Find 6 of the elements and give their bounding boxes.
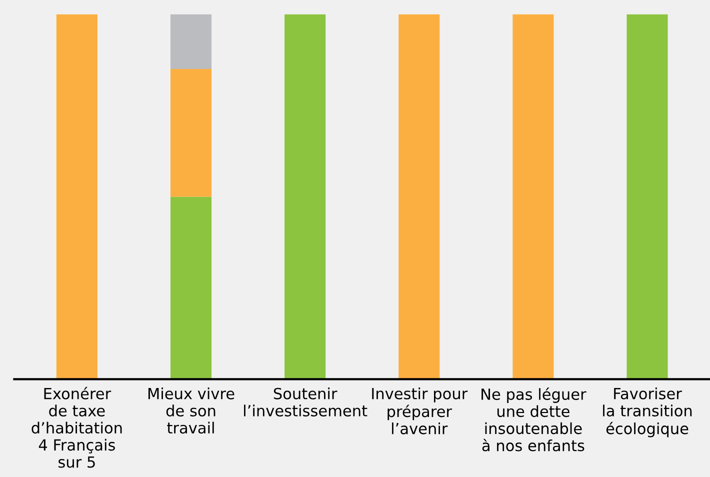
x-tick-label: Investir pour préparer l’avenir — [372, 388, 468, 434]
x-tick-label: Exonérer de taxe d’habitation 4 Français sur 5 — [32, 386, 122, 468]
x-tick-label: Soutenir l’investissement — [244, 388, 368, 416]
x-tick-label: Mieux vivre de son travail — [148, 388, 234, 434]
x-tick-label: Favoriser la transition écologique — [603, 388, 692, 438]
x-tick-label: Ne pas léguer une dette insoutenable à nos enfants — [482, 388, 586, 452]
